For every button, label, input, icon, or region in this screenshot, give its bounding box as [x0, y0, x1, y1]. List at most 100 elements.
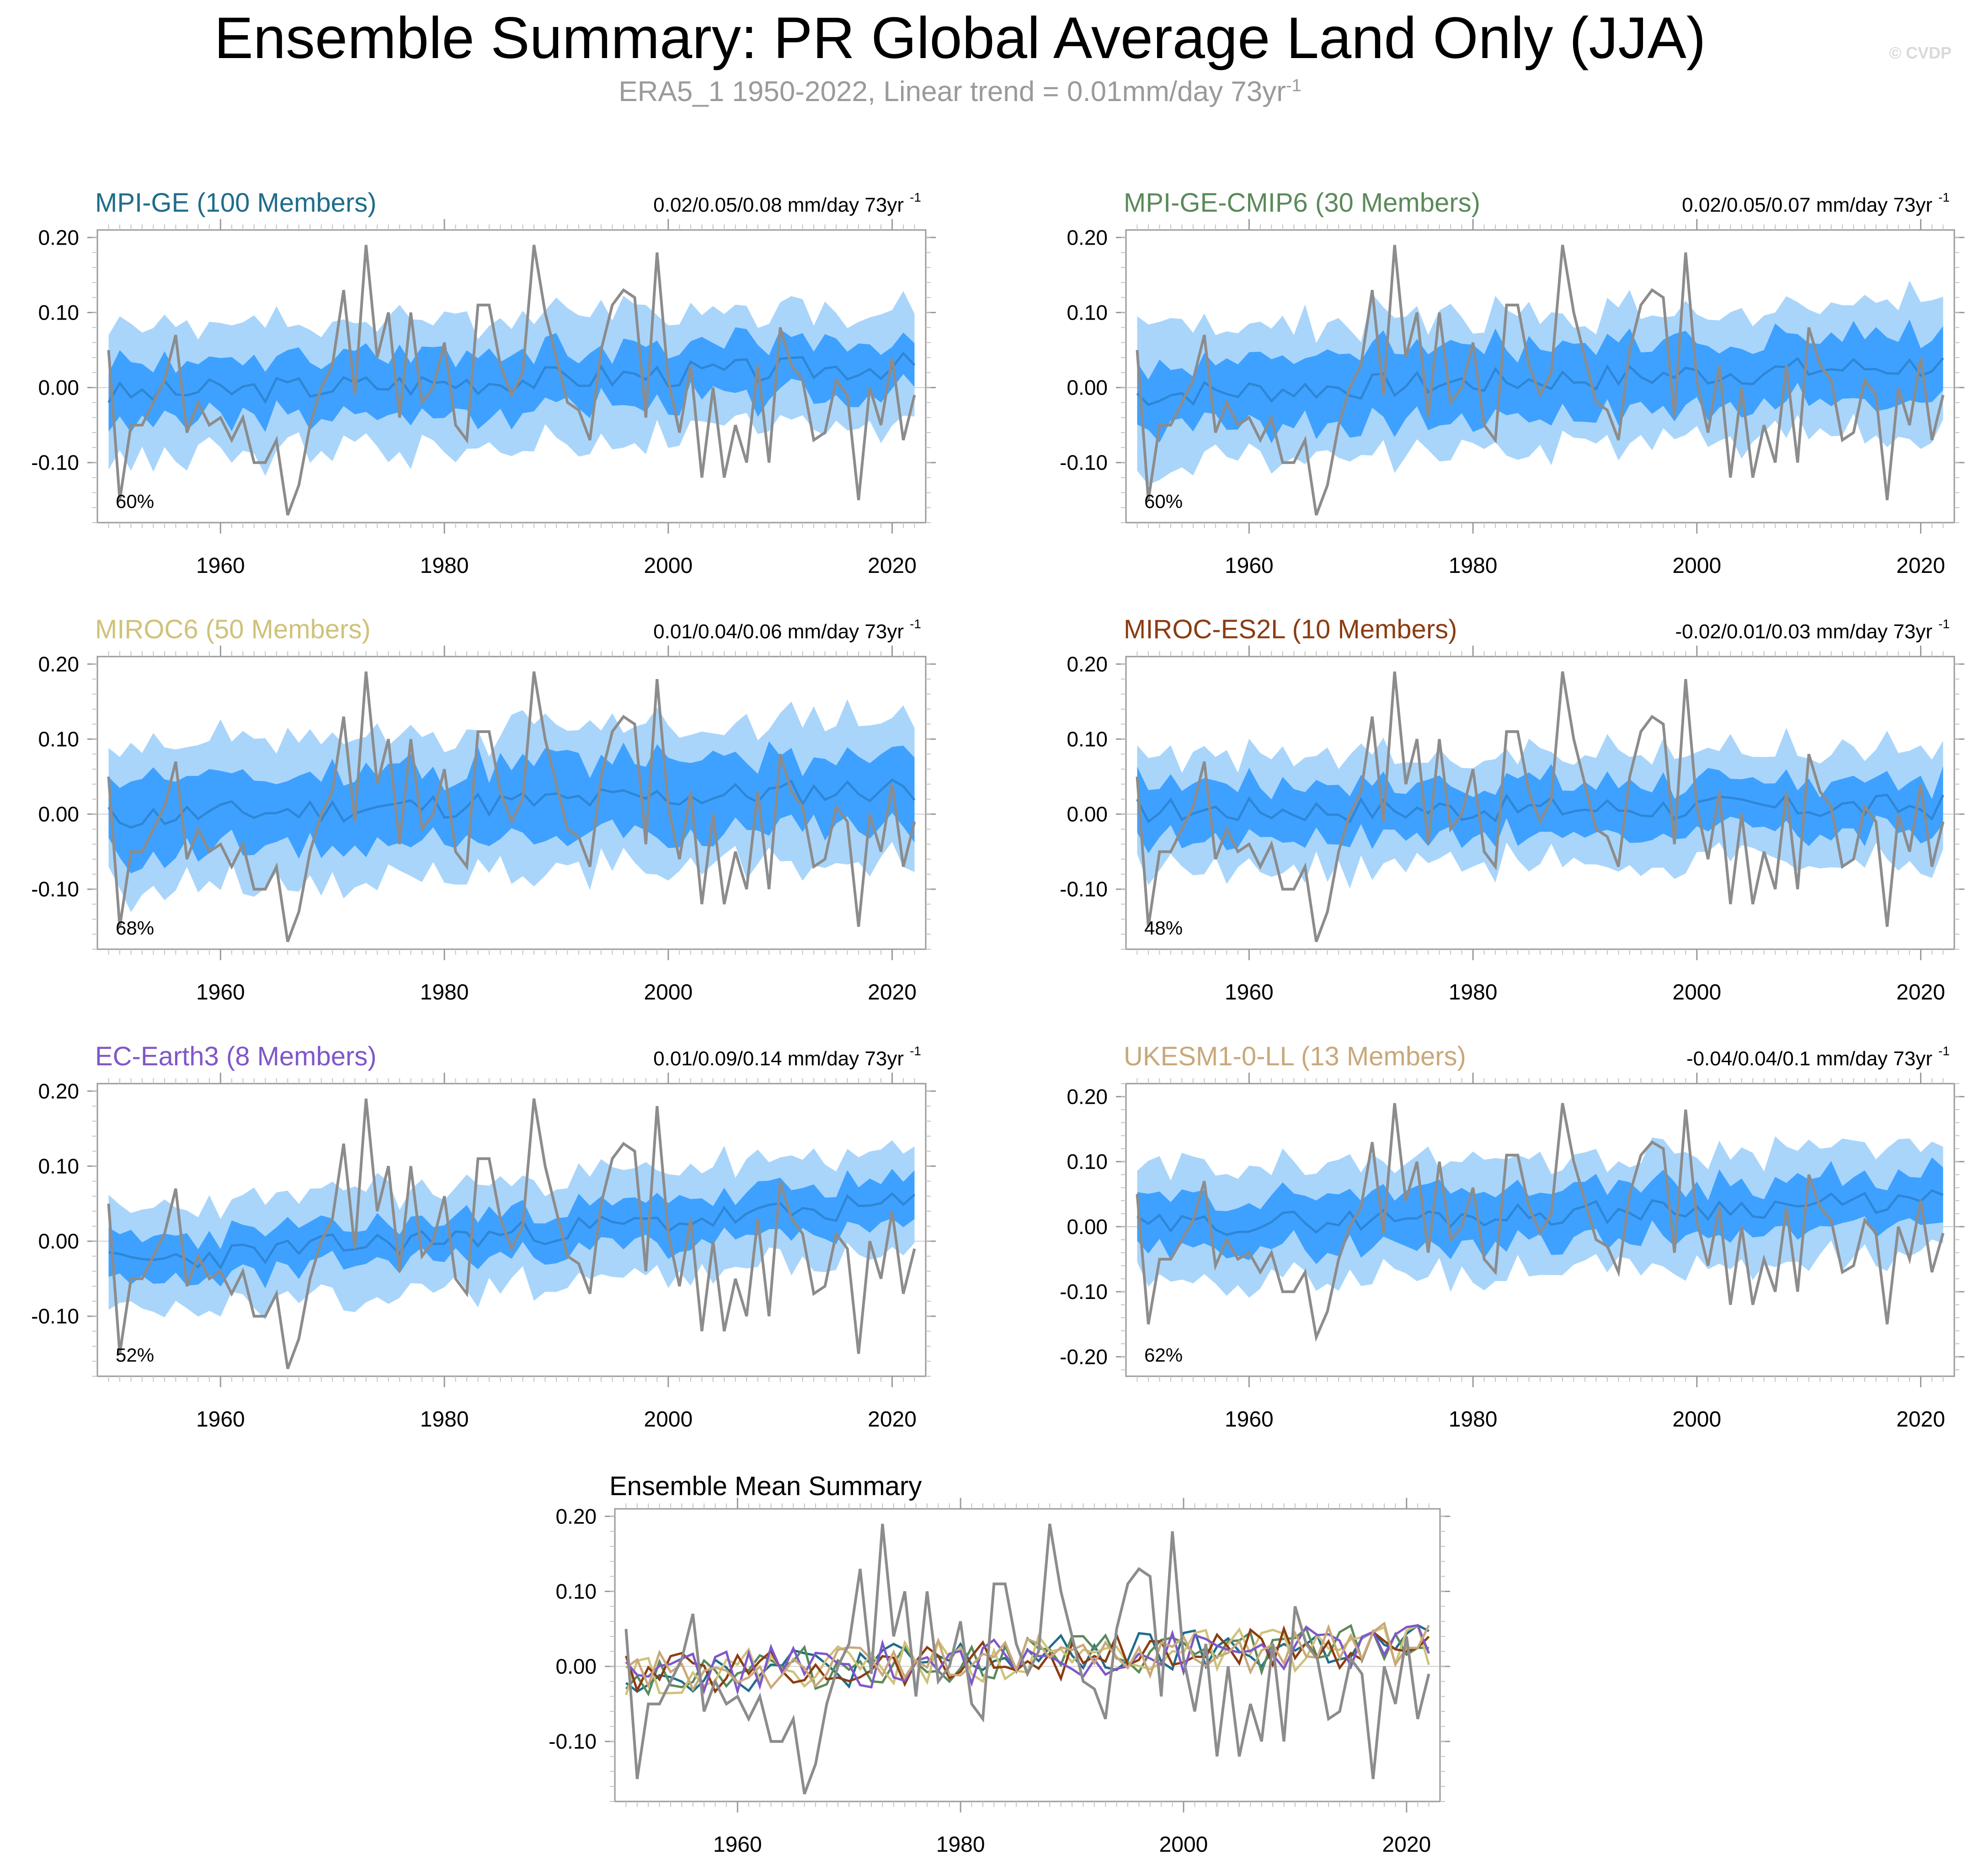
- figure-title: Ensemble Summary: PR Global Average Land…: [214, 5, 1706, 71]
- trend-label: 0.01/0.04/0.06 mm/day 73yr: [653, 620, 904, 643]
- x-tick-label: 1980: [420, 554, 469, 578]
- percent-label: 52%: [116, 1344, 154, 1366]
- panel-title: EC-Earth3 (8 Members): [95, 1042, 377, 1071]
- x-tick-label: 2020: [1896, 1407, 1945, 1432]
- y-tick-label: 0.20: [1067, 225, 1108, 249]
- model-mean-line-4: [625, 1625, 1430, 1694]
- x-tick-label: 1980: [1449, 980, 1498, 1005]
- y-tick-label: 0.00: [1067, 1215, 1108, 1239]
- x-tick-label: 1980: [420, 980, 469, 1005]
- trend-exponent: -1: [910, 1044, 921, 1058]
- observation-line: [107, 671, 916, 942]
- y-tick-label: 0.20: [1067, 1085, 1108, 1108]
- trend-exponent: -1: [1938, 190, 1950, 204]
- inner-spread-band: [108, 327, 915, 433]
- y-tick-label: 0.00: [38, 376, 79, 400]
- y-tick-label: 0.10: [1067, 727, 1108, 751]
- trend-label: 0.01/0.09/0.14 mm/day 73yr: [653, 1048, 904, 1070]
- x-tick-label: 2020: [868, 980, 917, 1005]
- percent-label: 48%: [1144, 917, 1183, 939]
- y-tick-label: 0.00: [38, 802, 79, 826]
- ensemble-mean-line: [107, 778, 916, 829]
- x-tick-label: 2000: [1672, 554, 1721, 578]
- inner-spread-band: [108, 1169, 915, 1288]
- ensemble-mean-line: [1136, 357, 1944, 406]
- panel-title: MPI-GE-CMIP6 (30 Members): [1124, 188, 1480, 218]
- percent-label: 60%: [116, 491, 154, 512]
- y-tick-label: 0.20: [555, 1504, 597, 1528]
- x-tick-label: 1960: [196, 980, 245, 1005]
- ensemble-mean-line: [1136, 1189, 1944, 1236]
- x-tick-label: 1960: [196, 1407, 245, 1432]
- trend-exponent: -1: [1938, 1044, 1950, 1058]
- inner-spread-band: [1137, 319, 1943, 444]
- panel-1: MPI-GE (100 Members) 0.02/0.05/0.08 mm/da…: [31, 188, 936, 578]
- x-tick-label: 1960: [1225, 1407, 1274, 1432]
- panel-title: MPI-GE (100 Members): [95, 188, 377, 218]
- y-tick-label: 0.20: [1067, 652, 1108, 676]
- observation-line: [1136, 1103, 1945, 1342]
- panel-2: MPI-GE-CMIP6 (30 Members) 0.02/0.05/0.07 …: [1060, 188, 1964, 578]
- observation-line: [1136, 671, 1945, 942]
- x-tick-label: 2000: [644, 980, 693, 1005]
- panel-title: MIROC-ES2L (10 Members): [1124, 615, 1457, 644]
- model-mean-line-6: [625, 1621, 1430, 1692]
- percent-label: 60%: [1144, 491, 1183, 512]
- x-tick-label: 1980: [1449, 1407, 1498, 1432]
- panel-title: Ensemble Mean Summary: [609, 1471, 922, 1501]
- panel-title: MIROC6 (50 Members): [95, 615, 371, 644]
- y-tick-label: 0.00: [1067, 802, 1108, 826]
- observation-line: [107, 245, 916, 516]
- panel-5: EC-Earth3 (8 Members) 0.01/0.09/0.14 mm/d…: [31, 1042, 936, 1432]
- inner-spread-band: [1137, 1157, 1943, 1264]
- trend-label: -0.02/0.01/0.03 mm/day 73yr: [1675, 620, 1932, 643]
- observation-line: [107, 1098, 916, 1369]
- x-tick-label: 1960: [196, 554, 245, 578]
- x-tick-label: 2020: [1896, 554, 1945, 578]
- x-tick-label: 2020: [868, 554, 917, 578]
- model-mean-line-5: [625, 1624, 1430, 1696]
- y-tick-label: 0.10: [1067, 1150, 1108, 1174]
- x-tick-label: 1960: [1225, 554, 1274, 578]
- percent-label: 68%: [116, 917, 154, 939]
- y-tick-label: 0.20: [38, 652, 79, 676]
- figure-subtitle: ERA5_1 1950-2022, Linear trend = 0.01mm/…: [0, 75, 1920, 108]
- x-tick-label: 2000: [644, 1407, 693, 1432]
- y-tick-label: -0.10: [31, 1304, 79, 1328]
- panel-6: UKESM1-0-LL (13 Members) -0.04/0.04/0.1 m…: [1060, 1042, 1964, 1432]
- x-tick-label: 2000: [644, 554, 693, 578]
- y-tick-label: 0.20: [38, 225, 79, 249]
- panel-4: MIROC-ES2L (10 Members) -0.02/0.01/0.03 m…: [1060, 615, 1964, 1005]
- copyright-label: © CVDP: [1889, 43, 1952, 62]
- observation-line: [624, 1523, 1430, 1795]
- y-tick-label: -0.10: [31, 877, 79, 901]
- panel-title: UKESM1-0-LL (13 Members): [1124, 1042, 1466, 1071]
- ensemble-mean-line: [108, 1192, 916, 1270]
- y-tick-label: 0.00: [555, 1655, 597, 1678]
- subtitle-text: ERA5_1 1950-2022, Linear trend = 0.01mm/…: [619, 76, 1286, 107]
- trend-exponent: -1: [910, 617, 921, 631]
- y-tick-label: 0.10: [38, 301, 79, 325]
- x-tick-label: 2020: [868, 1407, 917, 1432]
- observation-line: [1136, 245, 1945, 516]
- ensemble-mean-line: [1136, 793, 1944, 823]
- x-tick-label: 1960: [713, 1833, 762, 1857]
- trend-label: -0.04/0.04/0.1 mm/day 73yr: [1686, 1048, 1932, 1070]
- x-tick-label: 1980: [1449, 554, 1498, 578]
- x-tick-label: 1960: [1225, 980, 1274, 1005]
- y-tick-label: 0.10: [555, 1580, 597, 1603]
- trend-label: 0.02/0.05/0.08 mm/day 73yr: [653, 194, 904, 216]
- inner-spread-band: [108, 741, 915, 874]
- panel-3: MIROC6 (50 Members) 0.01/0.04/0.06 mm/day…: [31, 615, 936, 1005]
- x-tick-label: 1980: [420, 1407, 469, 1432]
- x-tick-label: 1980: [936, 1833, 985, 1857]
- y-tick-label: -0.10: [549, 1730, 597, 1753]
- y-tick-label: 0.10: [38, 727, 79, 751]
- y-tick-label: 0.10: [38, 1154, 79, 1178]
- inner-spread-band: [1137, 764, 1943, 853]
- x-tick-label: 2000: [1672, 1407, 1721, 1432]
- trend-label: 0.02/0.05/0.07 mm/day 73yr: [1682, 194, 1932, 216]
- y-tick-label: -0.20: [1060, 1345, 1108, 1368]
- x-tick-label: 2020: [1382, 1833, 1431, 1857]
